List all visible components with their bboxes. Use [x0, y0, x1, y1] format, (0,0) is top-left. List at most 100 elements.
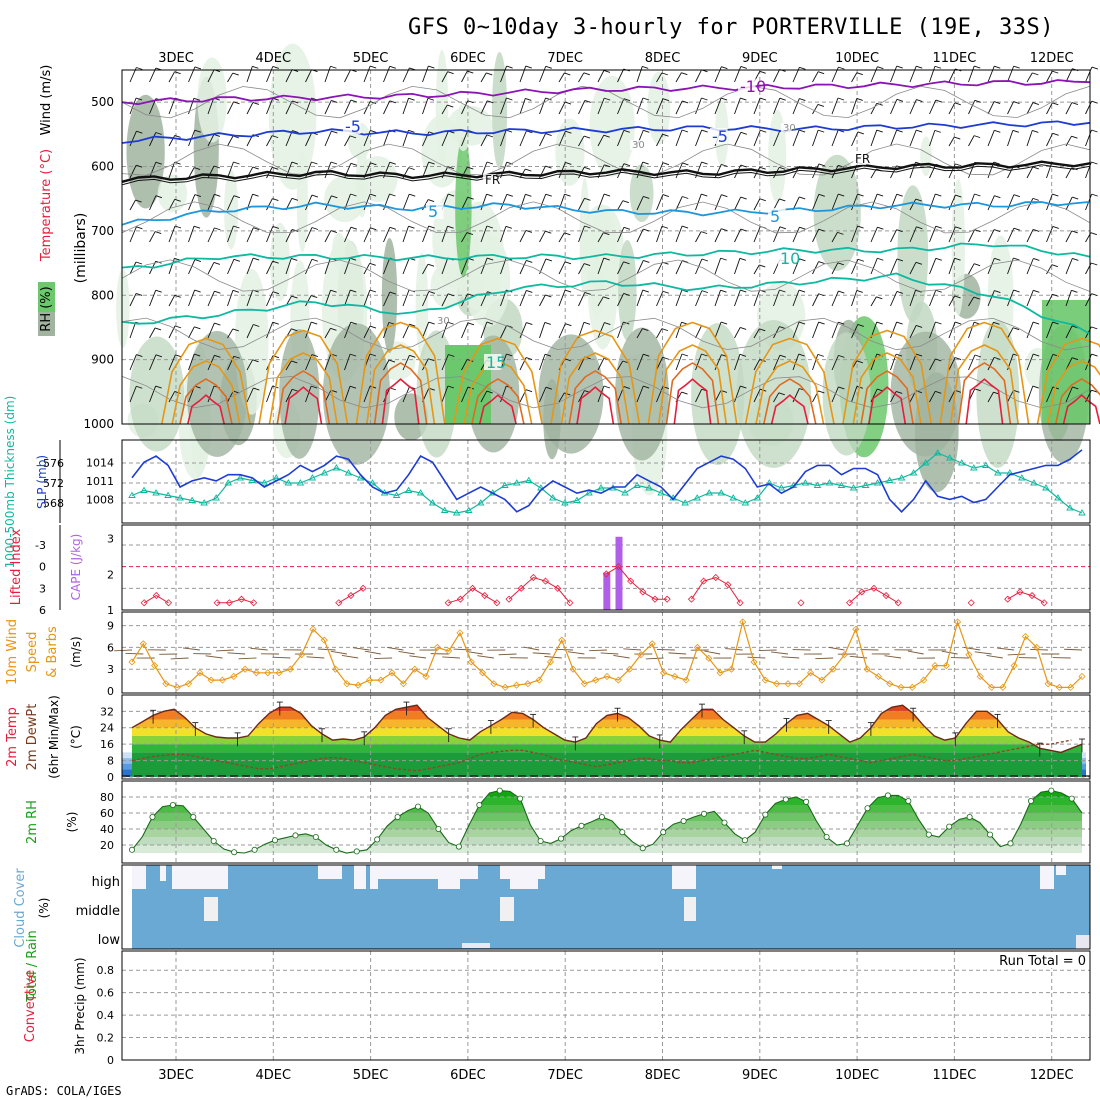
wind-barb — [227, 161, 234, 179]
wind-barb — [909, 226, 917, 243]
wind-barb — [849, 655, 868, 659]
wind-barb — [870, 353, 878, 371]
lifted-index-marker — [712, 573, 720, 582]
wind-barb — [1085, 101, 1093, 115]
contour-label: 30 — [437, 316, 450, 327]
wind-barb-flag — [817, 129, 825, 133]
wind-barb — [402, 226, 409, 243]
lifted-index-line — [691, 576, 741, 604]
wind-barb — [1065, 167, 1072, 179]
axis-label: 2m RH — [25, 800, 40, 844]
wind-barb — [324, 290, 331, 307]
rh-shade — [920, 136, 932, 177]
wind-barb-flag — [252, 102, 260, 105]
tick-label: 500 — [91, 95, 114, 109]
wind-barb-flag — [721, 228, 728, 232]
rh-band — [132, 821, 1082, 829]
wind-barb-flag — [194, 66, 202, 70]
wind-speed-marker — [1033, 643, 1041, 651]
lifted-index-marker — [566, 599, 574, 607]
wind-barb-flag — [994, 195, 1001, 199]
thickness-marker — [633, 481, 641, 488]
thickness-marker — [801, 479, 810, 486]
tick-label: 1014 — [86, 456, 114, 469]
rh-marker — [476, 802, 483, 809]
wind-barb — [266, 321, 274, 339]
wind-barb — [987, 101, 995, 115]
wind-barb-flag — [1032, 72, 1039, 76]
wind-barb — [188, 167, 195, 179]
tick-label: 24 — [100, 722, 114, 735]
wind-barb-flag — [583, 72, 590, 76]
temp-contour-warm — [268, 352, 338, 425]
wind-barb-flag — [603, 134, 610, 138]
rh-shade — [589, 75, 635, 177]
wind-barb-flag — [389, 161, 396, 165]
lifted-index-line — [448, 587, 498, 604]
rh-marker — [251, 846, 258, 853]
rh-shade — [455, 103, 472, 152]
wind-barb-flag — [857, 225, 864, 229]
wind-barb-flag — [194, 353, 201, 357]
wind-speed-marker — [230, 672, 238, 681]
wind-barb-flag — [877, 226, 884, 230]
thickness-marker — [320, 469, 329, 476]
wind-barb-flag — [1071, 135, 1078, 139]
lifted-index-marker — [894, 599, 902, 607]
thickness-marker — [368, 479, 377, 486]
wind-barb — [188, 353, 195, 371]
wind-barb-flag — [369, 353, 377, 357]
wind-barb — [734, 66, 742, 83]
wind-barb — [656, 226, 663, 243]
wind-barb — [344, 99, 352, 115]
wind-barb — [1007, 65, 1015, 83]
wind-barb-flag — [428, 321, 435, 325]
wind-barb — [344, 386, 351, 403]
rh-shade — [691, 322, 745, 466]
wind-barb — [987, 66, 995, 83]
wind-barb — [305, 194, 313, 211]
tick-label: 5DEC — [353, 1068, 389, 1083]
wind-barb — [125, 652, 144, 655]
wind-barb — [129, 199, 136, 211]
wind-barb-flag — [974, 229, 981, 233]
wind-barb — [207, 262, 215, 275]
wind-barb — [383, 291, 391, 307]
wind-barb — [480, 194, 487, 211]
wind-barb — [1007, 101, 1014, 115]
wind-barb-flag — [370, 130, 377, 133]
tick-label: 40 — [100, 823, 114, 836]
wind-barb — [422, 321, 430, 339]
wind-barb — [442, 656, 461, 659]
rh-marker — [823, 834, 830, 841]
wind-barb — [567, 651, 585, 655]
wind-barb — [305, 132, 313, 147]
wind-barb-flag — [954, 257, 961, 261]
wind-barb-flag — [662, 162, 670, 166]
lifted-index-marker — [602, 570, 610, 578]
wind-barb-flag — [798, 321, 806, 325]
rh-marker — [1007, 840, 1014, 847]
thickness-marker — [969, 464, 978, 471]
wind-barb-flag — [330, 161, 338, 165]
wind-barb-flag — [232, 72, 239, 76]
wind-barb-flag — [838, 354, 845, 358]
temp-contour-warm — [770, 394, 809, 425]
wind-barb — [539, 230, 546, 243]
wind-barb — [149, 289, 157, 307]
wind-barb-flag — [1032, 129, 1039, 133]
wind-barb-flag — [740, 289, 747, 293]
wind-barb-flag — [428, 358, 435, 362]
wind-barb — [589, 649, 608, 652]
wind-barb-flag — [291, 328, 298, 332]
wind-barb-flag — [838, 66, 845, 70]
wind-barb — [831, 355, 839, 371]
wind-barb — [1030, 648, 1049, 651]
wind-barb — [773, 355, 781, 371]
wind-barb-flag — [935, 390, 942, 394]
wind-barb — [266, 66, 274, 83]
wind-barb-flag — [525, 357, 533, 361]
wind-barb-flag — [1072, 196, 1079, 200]
wind-barb-flag — [525, 389, 533, 393]
wind-barb — [929, 358, 936, 371]
